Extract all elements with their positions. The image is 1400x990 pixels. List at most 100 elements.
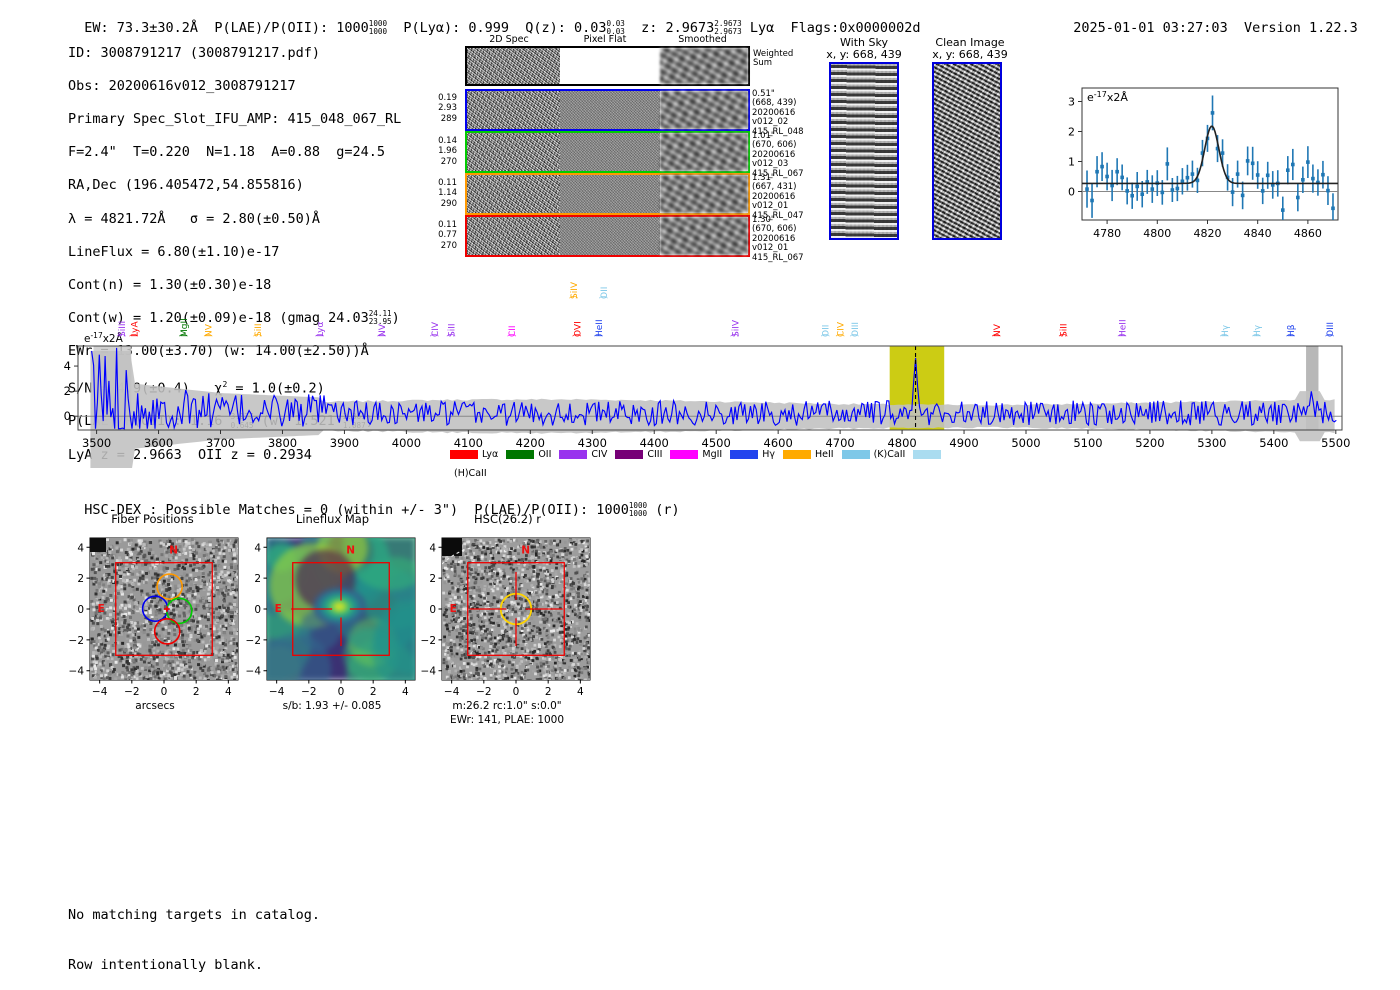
svg-text:OII: OII xyxy=(822,325,832,337)
spec2d-row-0-2dspec xyxy=(467,91,560,129)
svg-text:0: 0 xyxy=(77,604,84,616)
legend-label: Lyα xyxy=(482,449,499,460)
svg-text:−4: −4 xyxy=(69,666,85,678)
svg-text:4860: 4860 xyxy=(1294,227,1322,240)
spec2d-row-2-left-stats: 0.11 1.14 290 xyxy=(438,178,457,209)
zoom-spectrum-svg: 0 1 2 3 4780 4800 4820 4840 4860 e-17x2Å xyxy=(1068,87,1339,240)
info-seeing: F=2.4" T=0.220 N=1.18 A=0.88 g=24.5 xyxy=(68,144,385,161)
svg-text:⌒: ⌒ xyxy=(1220,334,1229,345)
info-lineflux: LineFlux = 6.80(±1.10)e-17 xyxy=(68,243,280,260)
legend-item-CIV: CIV xyxy=(559,444,607,463)
svg-text:2: 2 xyxy=(1068,126,1075,139)
svg-text:0: 0 xyxy=(513,686,520,698)
svg-text:SiII: SiII xyxy=(448,323,458,337)
svg-text:NV: NV xyxy=(993,323,1003,337)
weighted-sum-pixelflat-image xyxy=(560,48,660,84)
header-plae-label: P(LAE)/P(OII): 1000 xyxy=(214,20,369,37)
header-version-value: Version 1.22.3 xyxy=(1243,20,1358,36)
svg-text:⌒: ⌒ xyxy=(730,334,739,345)
legend-swatch xyxy=(783,450,811,459)
svg-text:N: N xyxy=(346,544,355,556)
hsc-dex-filter: (r) xyxy=(655,502,680,519)
svg-text:4400: 4400 xyxy=(640,436,669,450)
svg-text:4000: 4000 xyxy=(392,436,421,450)
info-cont-w: Cont(w) = 1.20(±0.09)e-18 (gmag 24.03 24.… xyxy=(68,309,400,327)
spec2d-row-0 xyxy=(465,89,750,131)
spec2d-row-3-left-stats: 0.11 0.77 270 xyxy=(438,220,457,251)
svg-text:3900: 3900 xyxy=(330,436,359,450)
svg-text:⌒: ⌒ xyxy=(821,334,830,345)
cleanimage-title: Clean Image xyxy=(935,36,1005,49)
legend-item-Ly: Lyα xyxy=(450,444,498,463)
hsc-dex-plae-fraction: 1000 1000 xyxy=(628,501,648,519)
hsc-r-panel: −4 −4 −2 −2 0 0 2 2 4 4 N E xyxy=(412,528,602,708)
header-flags: Flags:0x0000002d xyxy=(790,20,921,37)
legend-label: Hγ xyxy=(762,449,775,460)
withsky-image xyxy=(829,62,899,240)
svg-text:3: 3 xyxy=(1068,96,1075,109)
spec2d-row-3-pixelflat xyxy=(560,217,660,255)
svg-text:3700: 3700 xyxy=(206,436,235,450)
legend-swatch xyxy=(506,450,535,459)
svg-text:E: E xyxy=(98,603,105,615)
svg-text:−2: −2 xyxy=(246,635,261,647)
svg-text:⌒: ⌒ xyxy=(507,334,516,345)
header-ew: EW: 73.3±30.2Å xyxy=(84,20,199,37)
legend-swatch xyxy=(913,450,942,459)
svg-text:⌒: ⌒ xyxy=(836,334,845,345)
svg-text:NV: NV xyxy=(378,323,388,337)
svg-text:5100: 5100 xyxy=(1073,436,1102,450)
legend-label: HeII xyxy=(815,449,834,460)
svg-text:2: 2 xyxy=(545,686,552,698)
legend-item-OII: OII xyxy=(506,444,551,463)
svg-text:Hβ: Hβ xyxy=(1287,324,1297,337)
svg-text:5500: 5500 xyxy=(1321,436,1350,450)
weighted-sum-2dspec-image xyxy=(467,48,560,84)
spec2d-row-2-smoothed xyxy=(660,175,748,213)
svg-text:4: 4 xyxy=(77,542,84,554)
footer-line-1: No matching targets in catalog. xyxy=(68,907,320,924)
legend-item-MgII: MgII xyxy=(670,444,722,463)
spec2d-row-3 xyxy=(465,215,750,257)
svg-text:−2: −2 xyxy=(124,686,139,698)
svg-text:e-17x2Å: e-17x2Å xyxy=(1087,90,1128,105)
svg-text:⌒: ⌒ xyxy=(179,334,188,345)
svg-text:4700: 4700 xyxy=(825,436,854,450)
svg-text:⌒: ⌒ xyxy=(204,334,213,345)
svg-text:⌒: ⌒ xyxy=(992,334,1001,345)
header-line-name: Lyα xyxy=(749,20,775,37)
spec2d-row-0-left-stats: 0.19 2.93 289 xyxy=(438,93,457,124)
spec2d-row-0-right-meta: 0.51" (668, 439) 20200616 v012_02 415_RL… xyxy=(752,89,804,137)
svg-text:−4: −4 xyxy=(444,686,460,698)
svg-text:4: 4 xyxy=(429,542,436,554)
svg-text:SiIV: SiIV xyxy=(731,319,741,337)
svg-text:CII: CII xyxy=(508,325,518,337)
svg-text:SiII: SiII xyxy=(1060,323,1070,337)
legend-label: CIII xyxy=(647,449,663,460)
svg-text:0: 0 xyxy=(429,604,436,616)
fiber-positions-xlabel: arcsecs xyxy=(135,700,175,712)
svg-text:⌒: ⌒ xyxy=(1325,334,1334,345)
svg-text:3500: 3500 xyxy=(82,436,111,450)
lineflux-map-svg: −4 −4 −2 −2 0 0 2 2 4 4 N E xyxy=(246,537,416,698)
header-datetime-value: 2025-01-01 03:27:03 xyxy=(1073,20,1228,36)
svg-text:SiIII: SiIII xyxy=(118,321,128,337)
svg-text:LyA: LyA xyxy=(130,320,140,337)
svg-text:⌒: ⌒ xyxy=(315,334,324,345)
svg-text:N: N xyxy=(521,544,530,556)
header-z-fraction: 2.9673 2.9673 xyxy=(714,19,742,37)
svg-text:5300: 5300 xyxy=(1197,436,1226,450)
svg-text:4: 4 xyxy=(402,686,409,698)
weighted-sum-smoothed-image xyxy=(660,48,748,84)
svg-text:⌒: ⌒ xyxy=(253,334,262,345)
svg-text:E: E xyxy=(450,603,457,615)
cleanimage-subtitle: x, y: 668, 439 xyxy=(932,48,1008,61)
legend-swatch xyxy=(559,450,588,459)
svg-text:N: N xyxy=(169,544,178,556)
svg-text:3800: 3800 xyxy=(268,436,297,450)
svg-text:4820: 4820 xyxy=(1193,227,1221,240)
svg-text:SiII: SiII xyxy=(254,323,264,337)
withsky-title: With Sky xyxy=(840,36,888,49)
spec2d-title-pixelflat: Pixel Flat xyxy=(583,34,627,45)
legend-label: OII xyxy=(538,449,552,460)
